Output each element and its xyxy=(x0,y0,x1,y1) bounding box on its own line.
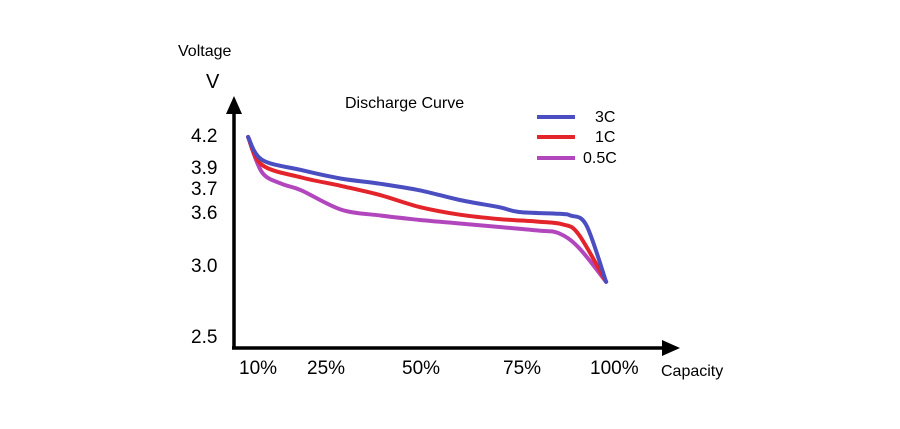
y-tick-label: 3.9 xyxy=(191,158,217,179)
legend-label-3c: 3C xyxy=(595,109,615,126)
x-tick-label: 50% xyxy=(402,358,440,379)
x-tick-label: 100% xyxy=(590,358,639,379)
x-axis-arrow-icon xyxy=(662,340,680,356)
y-tick-label: 3.7 xyxy=(191,179,217,200)
y-axis-unit: V xyxy=(206,71,220,93)
y-tick-label: 3.0 xyxy=(191,256,217,277)
series-group xyxy=(246,135,609,284)
x-tick-label: 75% xyxy=(503,358,541,379)
x-tick-label: 25% xyxy=(307,358,345,379)
y-tick-label: 4.2 xyxy=(191,126,217,147)
legend: 3C 1C 0.5C xyxy=(537,109,617,167)
series-line-3c xyxy=(246,135,609,284)
y-axis-arrow-icon xyxy=(226,96,242,114)
x-tick-label: 10% xyxy=(239,358,277,379)
legend-label-1c: 1C xyxy=(595,129,615,146)
x-axis-label: Capacity xyxy=(661,363,723,380)
y-tick-label: 2.5 xyxy=(191,327,217,348)
series-line-1c xyxy=(246,135,609,284)
series-line-0-5c xyxy=(246,135,609,284)
y-axis-label: Voltage xyxy=(178,43,231,60)
chart-title: Discharge Curve xyxy=(345,95,464,112)
y-tick-label: 3.6 xyxy=(191,203,217,224)
legend-label-0-5c: 0.5C xyxy=(583,150,617,167)
